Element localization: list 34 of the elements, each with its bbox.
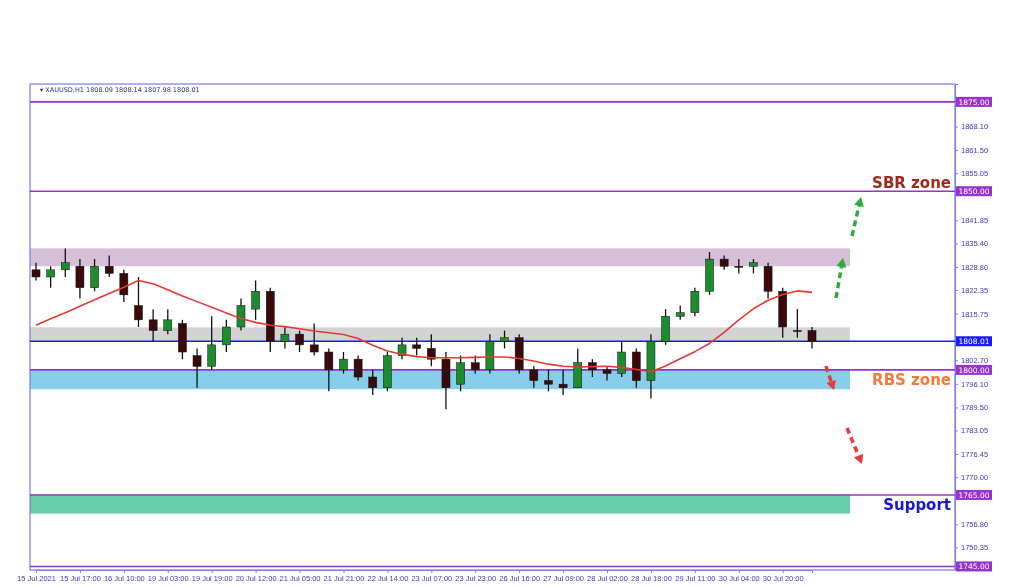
candlestick [148,308,158,342]
candlestick [134,276,143,328]
candlestick [368,369,378,396]
candlestick [807,326,817,350]
candlestick [456,354,465,392]
candlestick [529,365,539,389]
candlestick [353,354,363,382]
annotation: SBR zone [872,174,951,193]
candlestick [222,319,231,353]
candlestick [104,254,114,278]
candlestick [280,326,290,350]
candlestick [324,347,334,392]
candlestick [544,369,553,392]
candlestick [690,287,700,317]
candlestick [46,265,55,289]
candlestick [61,247,70,278]
candlestick [163,308,173,335]
candlestick [207,315,216,371]
candlestick [617,340,626,378]
candlestick [309,322,319,357]
candlestick [236,297,246,332]
annotation: Support [883,495,951,514]
candlestick [558,369,568,396]
candlestick [793,308,802,339]
candlestick [295,329,304,353]
candlestick [602,365,612,382]
candlestick [192,347,202,389]
candlestick [75,258,85,300]
candlestick [119,269,129,303]
candlestick [427,333,436,367]
candlestick [251,279,260,321]
annotation: RBS zone [872,370,951,389]
candlestick [90,258,99,292]
candlestick [339,351,348,375]
